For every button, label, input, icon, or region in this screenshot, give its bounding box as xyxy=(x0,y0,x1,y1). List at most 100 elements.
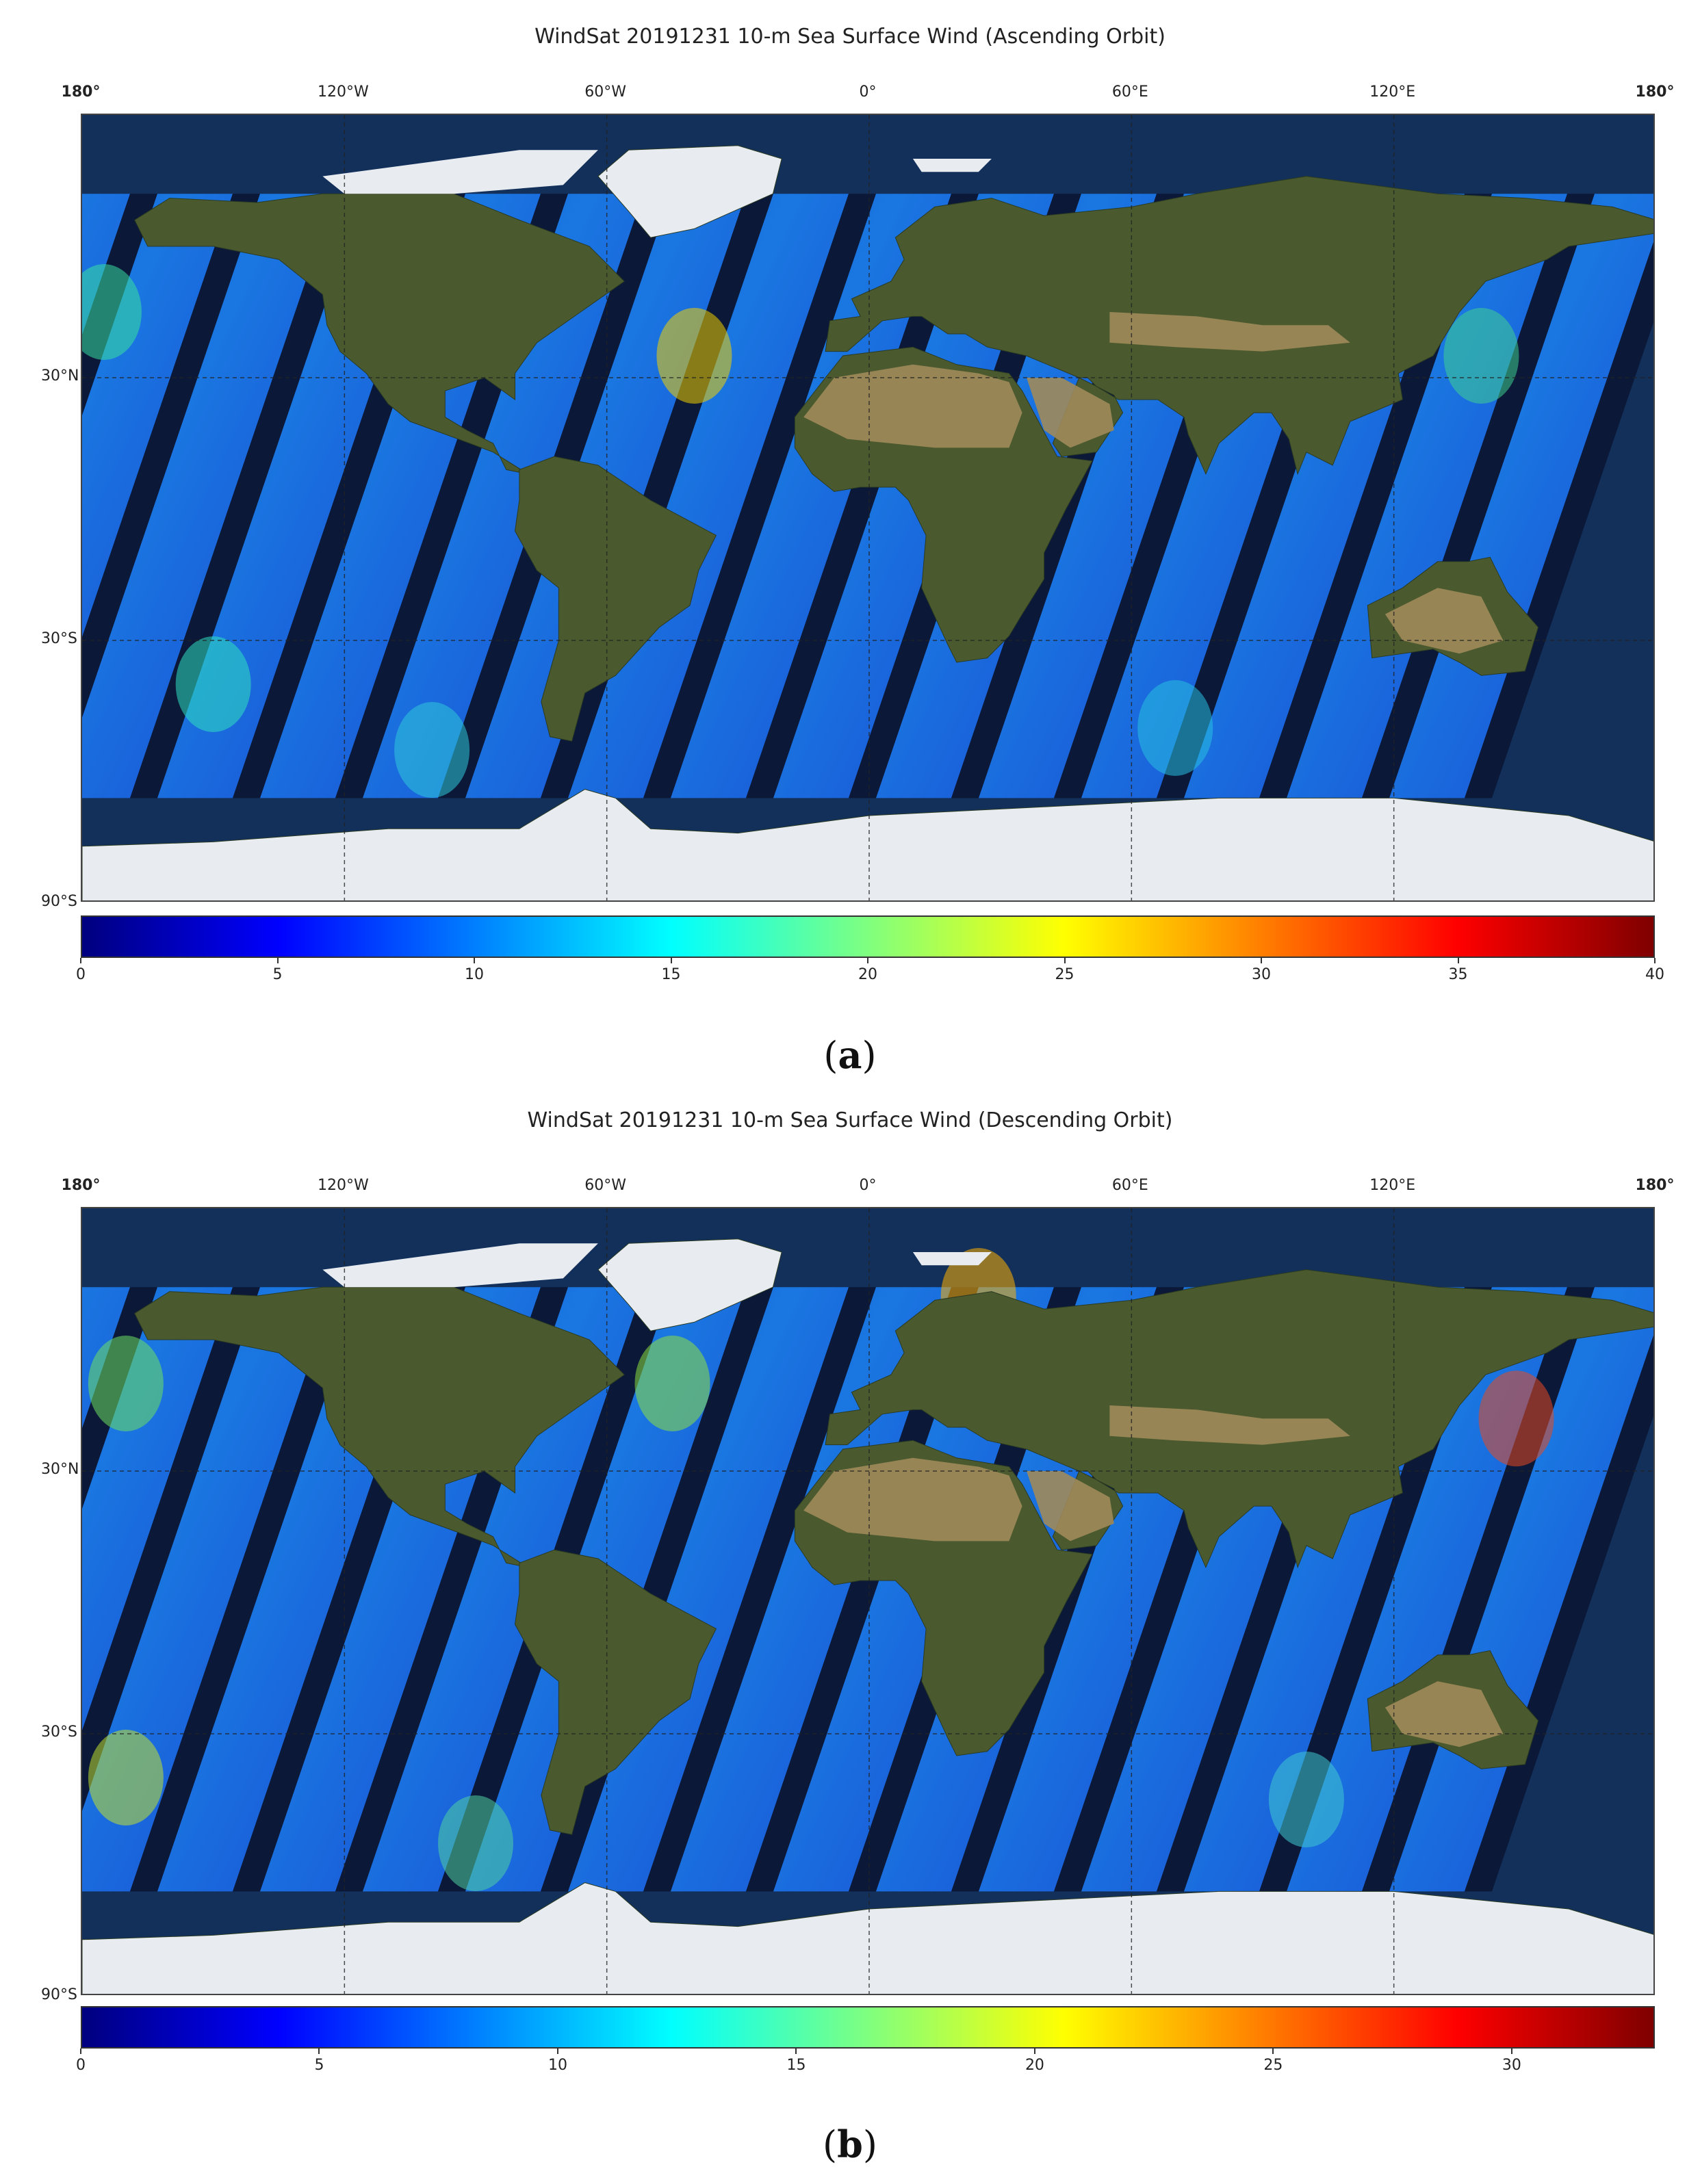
lat-label: 30°S xyxy=(41,1724,77,1741)
colorbar-tick-label: 15 xyxy=(661,966,681,983)
colorbar-tick-label: 0 xyxy=(76,2057,86,2074)
desert-sahara xyxy=(803,1457,1022,1542)
wind-swath xyxy=(82,194,130,335)
colorbar-tick-mark xyxy=(1261,958,1262,963)
desert-central-asia xyxy=(1109,312,1350,352)
lat-label: 30°S xyxy=(41,630,77,647)
lon-label: 60°W xyxy=(584,83,627,101)
wind-patch xyxy=(88,1730,164,1825)
lon-label: 120°E xyxy=(1369,1177,1416,1194)
land-arctic-islands xyxy=(322,150,598,194)
wind-patch xyxy=(438,1795,513,1891)
land-arctic-islands xyxy=(322,1243,598,1288)
panel-caption: (b) xyxy=(823,2122,877,2166)
wind-swath xyxy=(671,194,951,798)
map-canvas xyxy=(82,115,1653,900)
desert-australia-interior xyxy=(1385,1681,1504,1747)
land-svalbard xyxy=(912,1252,992,1266)
lat-label: 90°S xyxy=(41,893,77,910)
colorbar-tick-label: 10 xyxy=(548,2057,567,2074)
wind-patch xyxy=(656,308,732,404)
wind-patch xyxy=(1443,308,1519,404)
wind-patch xyxy=(1478,1370,1554,1467)
swath-gap xyxy=(746,1287,979,1892)
colorbar-tick-label: 25 xyxy=(1055,966,1074,983)
high-wind-patches xyxy=(82,264,1519,798)
desert-arabia xyxy=(1027,1471,1114,1542)
colorbar-tick-label: 5 xyxy=(314,2057,324,2074)
panel-caption: (a) xyxy=(823,1033,877,1077)
wind-patch xyxy=(175,636,251,732)
lon-label: 0° xyxy=(859,1177,877,1194)
colorbar-tick-label: 5 xyxy=(272,966,283,983)
swath-gap xyxy=(746,194,979,798)
colorbar-tick-label: 20 xyxy=(1025,2057,1044,2074)
colorbar-tick-label: 10 xyxy=(465,966,484,983)
colorbar-tick-label: 15 xyxy=(786,2057,806,2074)
land-north-america xyxy=(134,193,625,475)
wind-swath xyxy=(82,1287,130,1429)
lon-label: 60°W xyxy=(584,1177,627,1194)
land-south-america xyxy=(514,1549,717,1835)
colorbar-tick-mark xyxy=(867,958,868,963)
colorbar-tick-label: 30 xyxy=(1502,2057,1521,2074)
colorbar-tick-mark xyxy=(80,958,81,963)
swath-gap xyxy=(643,194,876,798)
wind-patch xyxy=(1137,680,1213,776)
wind-patch xyxy=(1268,1752,1344,1847)
colorbar xyxy=(81,915,1655,958)
colorbar-tick-label: 25 xyxy=(1263,2057,1283,2074)
wind-swath xyxy=(82,194,335,798)
land-south-america xyxy=(514,456,717,742)
wind-patch xyxy=(634,1336,710,1431)
land-svalbard xyxy=(912,159,992,172)
colorbar-tick-label: 20 xyxy=(858,966,877,983)
colorbar-tick-mark xyxy=(1272,2049,1274,2054)
wind-swath xyxy=(363,1287,643,1892)
lon-label: 0° xyxy=(859,83,877,101)
colorbar xyxy=(81,2006,1655,2049)
colorbar-tick-mark xyxy=(1033,2049,1035,2054)
desert-australia-interior xyxy=(1385,588,1504,654)
wind-patch xyxy=(88,1336,164,1431)
lat-label: 30°N xyxy=(41,367,79,385)
lon-label: 120°E xyxy=(1369,83,1416,101)
land-north-america xyxy=(134,1286,625,1568)
lon-label: 180° xyxy=(1635,1177,1675,1194)
colorbar-tick-mark xyxy=(795,2049,797,2054)
desert-central-asia xyxy=(1109,1405,1350,1445)
land-greenland xyxy=(597,145,782,238)
lon-label: 180° xyxy=(61,1177,101,1194)
lon-label: 180° xyxy=(1635,83,1675,101)
colorbar-tick-mark xyxy=(556,2049,558,2054)
world-map xyxy=(81,114,1655,902)
landmasses xyxy=(82,145,1653,900)
high-wind-patches xyxy=(88,1248,1554,1891)
lon-label: 60°E xyxy=(1111,83,1148,101)
colorbar-tick-mark xyxy=(276,958,279,963)
lat-label: 30°N xyxy=(41,1461,79,1478)
desert-sahara xyxy=(803,364,1022,448)
colorbar-tick-mark xyxy=(1064,958,1066,963)
map-canvas xyxy=(82,1208,1653,1994)
colorbar-tick-mark xyxy=(1654,958,1656,963)
world-map xyxy=(81,1207,1655,1995)
colorbar-tick-mark xyxy=(1510,2049,1512,2054)
colorbar-tick-mark xyxy=(670,958,672,963)
graticule xyxy=(82,115,1653,900)
colorbar-tick-label: 30 xyxy=(1252,966,1271,983)
land-greenland xyxy=(597,1238,782,1331)
wind-swath xyxy=(671,1287,951,1892)
wind-swath xyxy=(82,1287,233,1730)
panel-title: WindSat 20191231 10-m Sea Surface Wind (… xyxy=(535,25,1165,49)
desert-arabia xyxy=(1027,378,1114,448)
colorbar-tick-label: 0 xyxy=(76,966,86,983)
panel-title: WindSat 20191231 10-m Sea Surface Wind (… xyxy=(527,1108,1173,1132)
graticule xyxy=(82,1208,1653,1994)
colorbar-tick-label: 40 xyxy=(1645,966,1664,983)
lat-label: 90°S xyxy=(41,1986,77,2003)
swath-gap xyxy=(130,194,363,798)
swath-gap xyxy=(130,1287,363,1892)
lon-label: 180° xyxy=(61,83,101,101)
colorbar-tick-label: 35 xyxy=(1448,966,1468,983)
